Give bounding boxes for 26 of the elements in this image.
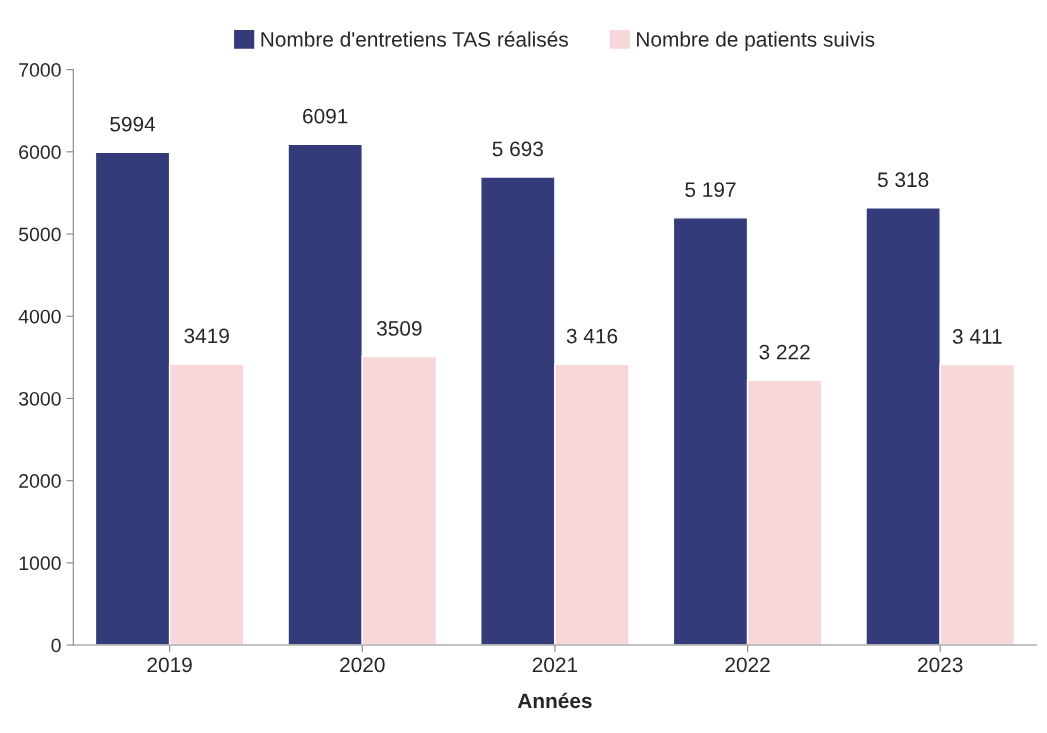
data-label: 5 197: [685, 182, 736, 198]
y-tick-label: 0: [51, 638, 61, 653]
data-label: 3 416: [566, 328, 618, 344]
data-label: 3 222: [759, 344, 810, 360]
legend-label: Nombre de patients suivis: [637, 31, 875, 51]
data-label: 5 693: [492, 141, 543, 157]
x-axis-title: Années: [517, 692, 592, 709]
y-tick-label: 6000: [19, 145, 61, 160]
x-tick-label: 2019: [147, 657, 192, 673]
y-tick-label: 4000: [18, 309, 61, 324]
data-label: 3419: [184, 328, 229, 344]
y-tick-label: 1000: [19, 556, 61, 571]
y-tick-label: 7000: [19, 63, 61, 77]
data-label: 3509: [376, 321, 422, 336]
x-tick-label: 2021: [532, 657, 578, 673]
x-tick-label: 2022: [725, 657, 770, 673]
y-tick-label: 5000: [19, 227, 61, 242]
x-tick-label: 2023: [918, 657, 963, 673]
data-label: 3 411: [952, 329, 1002, 344]
legend-label: Nombre d'entretiens TAS réalisés: [261, 31, 568, 47]
data-label: 5994: [110, 116, 156, 132]
x-tick-label: 2020: [340, 657, 385, 673]
data-label: 5 318: [877, 172, 929, 188]
y-tick-label: 2000: [19, 474, 61, 488]
data-label: 6091: [303, 108, 348, 124]
y-tick-label: 3000: [18, 391, 61, 406]
